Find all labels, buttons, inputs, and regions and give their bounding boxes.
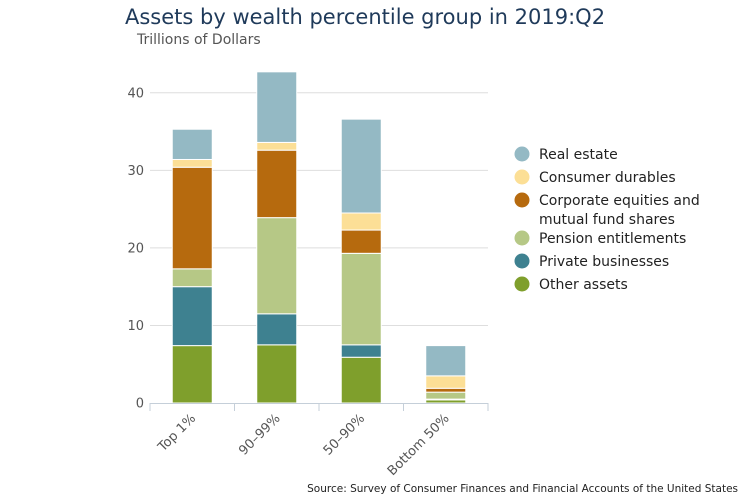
legend-swatch xyxy=(514,192,530,208)
legend-label: Pension entitlements xyxy=(539,231,686,247)
legend-label: Corporate equities and xyxy=(539,193,700,209)
legend-item[interactable]: Other assets xyxy=(514,276,628,294)
x-tick-label: Bottom 50% xyxy=(385,411,453,479)
bar-segment-pension-entitlements[interactable] xyxy=(425,391,467,400)
y-tick-label: 10 xyxy=(127,319,144,334)
y-tick-label: 0 xyxy=(136,397,144,412)
bar-segment-private-businesses[interactable] xyxy=(340,344,382,358)
legend-item[interactable]: Consumer durables xyxy=(514,169,676,187)
bar-stack xyxy=(171,128,213,404)
legend-swatch xyxy=(514,169,530,185)
x-tick-label: 50–90% xyxy=(321,411,368,458)
bar-segment-consumer-durables[interactable] xyxy=(171,158,213,168)
bar-segment-consumer-durables[interactable] xyxy=(425,375,467,389)
legend-swatch xyxy=(514,146,530,162)
bar-segment-corporate-equities-and-mutual-fund-shares[interactable] xyxy=(171,166,213,270)
y-tick-label: 40 xyxy=(127,86,144,101)
bar-segment-real-estate[interactable] xyxy=(256,71,298,143)
bar-segment-pension-entitlements[interactable] xyxy=(340,252,382,346)
bar-stack xyxy=(340,118,382,404)
bar-segment-pension-entitlements[interactable] xyxy=(171,268,213,288)
bar-segment-consumer-durables[interactable] xyxy=(340,212,382,231)
bar-segment-corporate-equities-and-mutual-fund-shares[interactable] xyxy=(340,229,382,254)
legend-label: Other assets xyxy=(539,277,628,293)
legend-label: mutual fund shares xyxy=(539,212,675,228)
bar-stack xyxy=(425,345,467,404)
x-tick-label: 90–99% xyxy=(236,411,283,458)
legend-item[interactable]: Corporate equities and mutual fund shares xyxy=(514,192,700,229)
bar-segment-pension-entitlements[interactable] xyxy=(256,217,298,315)
y-tick-label: 30 xyxy=(127,164,144,179)
legend-item[interactable]: Real estate xyxy=(514,146,618,164)
source-note: Source: Survey of Consumer Finances and … xyxy=(307,483,738,495)
bar-segment-real-estate[interactable] xyxy=(340,118,382,214)
bar-segment-real-estate[interactable] xyxy=(171,128,213,160)
bar-segment-other-assets[interactable] xyxy=(340,356,382,404)
bar-segment-corporate-equities-and-mutual-fund-shares[interactable] xyxy=(425,387,467,393)
bar-stacks xyxy=(171,71,467,404)
bar-segment-real-estate[interactable] xyxy=(425,345,467,377)
chart-subtitle: Trillions of Dollars xyxy=(136,32,261,48)
legend-swatch xyxy=(514,230,530,246)
legend: Real estate Consumer durables Corporate eq… xyxy=(514,146,700,294)
x-tick-label: Top 1% xyxy=(155,411,199,455)
bar-segment-private-businesses[interactable] xyxy=(171,286,213,347)
legend-label: Consumer durables xyxy=(539,170,676,186)
y-tick-label: 20 xyxy=(127,241,144,256)
legend-swatch xyxy=(514,276,530,292)
bar-stack xyxy=(256,71,298,404)
bar-segment-private-businesses[interactable] xyxy=(256,313,298,346)
bar-segment-consumer-durables[interactable] xyxy=(256,141,298,151)
legend-item[interactable]: Private businesses xyxy=(514,253,670,271)
chart-title: Assets by wealth percentile group in 201… xyxy=(125,5,605,29)
legend-label: Private businesses xyxy=(539,254,669,270)
legend-label: Real estate xyxy=(539,147,618,163)
legend-swatch xyxy=(514,253,530,269)
bar-segment-other-assets[interactable] xyxy=(171,345,213,404)
legend-item[interactable]: Pension entitlements xyxy=(514,230,687,248)
bar-segment-other-assets[interactable] xyxy=(256,344,298,404)
bar-segment-corporate-equities-and-mutual-fund-shares[interactable] xyxy=(256,149,298,219)
